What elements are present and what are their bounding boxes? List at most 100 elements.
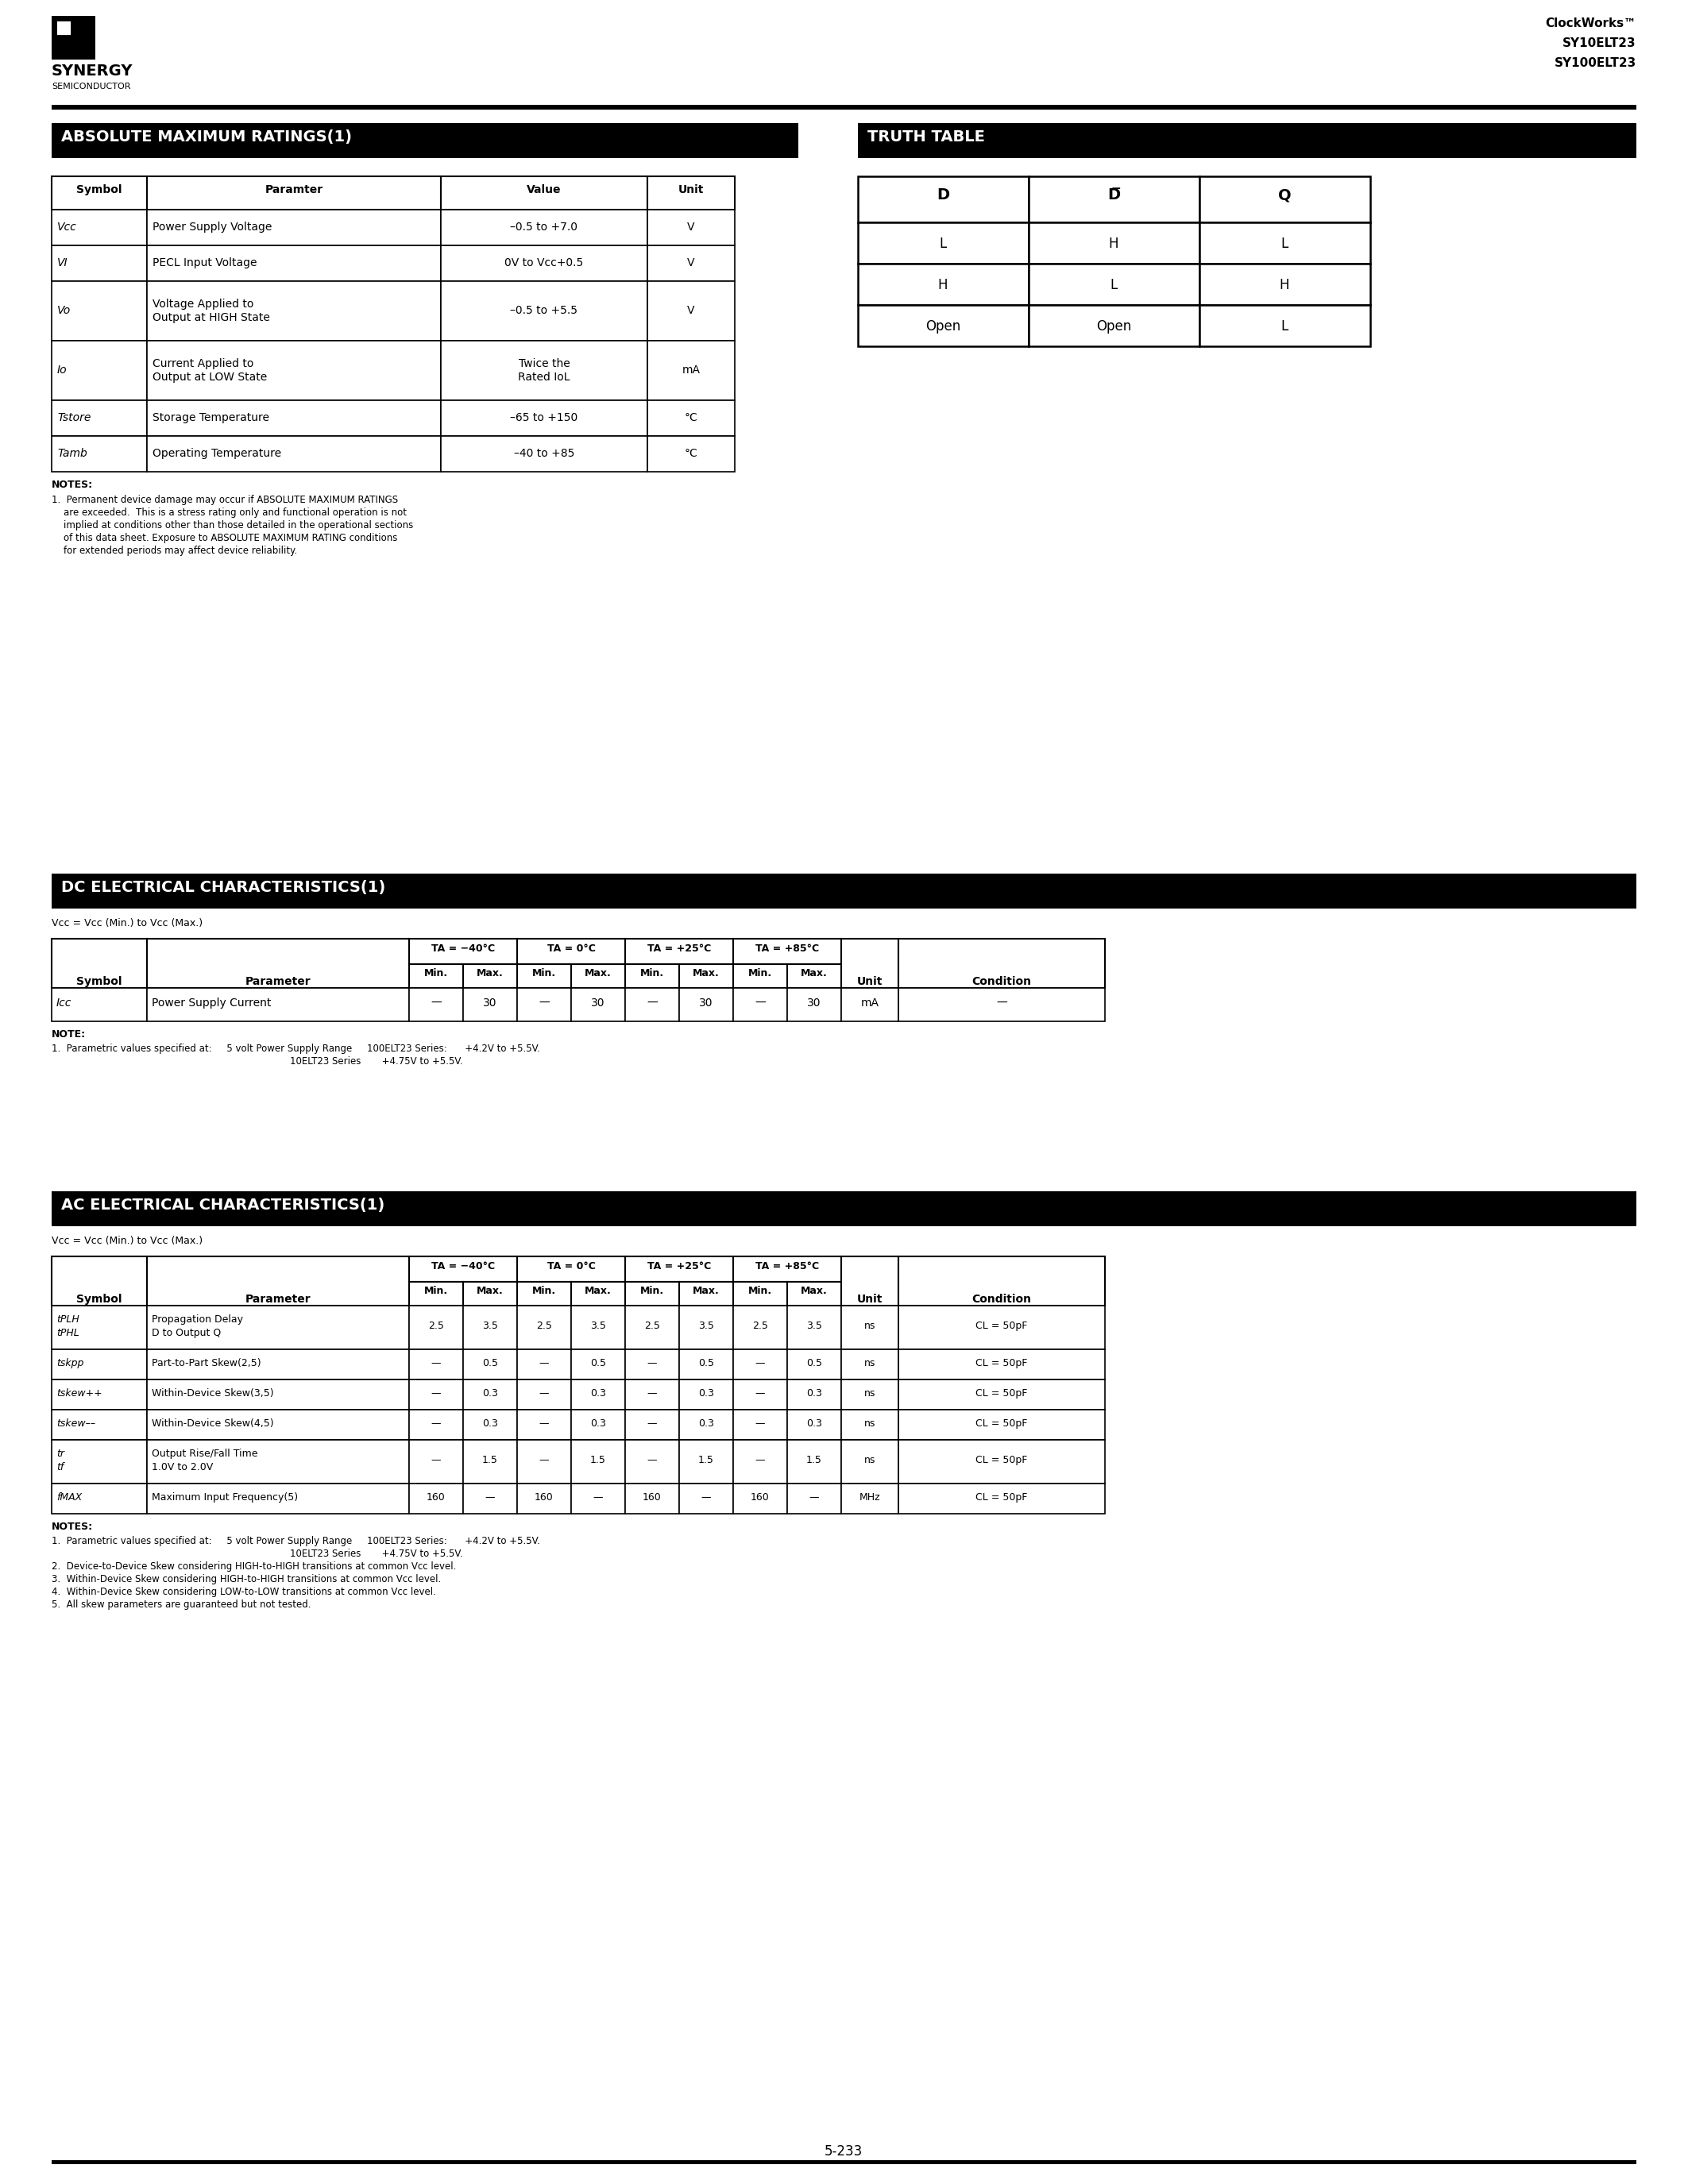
Text: Condition: Condition — [972, 976, 1031, 987]
Bar — [408, 1306, 463, 1350]
Text: Min.: Min. — [424, 1286, 447, 1295]
Text: Min.: Min. — [748, 968, 771, 978]
Text: Output Rise/Fall Time: Output Rise/Fall Time — [152, 1448, 258, 1459]
Text: —: — — [538, 1455, 549, 1465]
Text: Paramter: Paramter — [265, 183, 322, 194]
Text: 0.3: 0.3 — [699, 1389, 714, 1398]
Bar — [1028, 223, 1200, 264]
Text: 1.5: 1.5 — [483, 1455, 498, 1465]
Text: —: — — [647, 1417, 657, 1428]
Bar — [841, 1483, 898, 1514]
Text: tPLH: tPLH — [56, 1315, 79, 1324]
Text: Power Supply Voltage: Power Supply Voltage — [152, 221, 272, 234]
Bar — [679, 1306, 733, 1350]
Text: —: — — [484, 1492, 495, 1503]
Text: 0.5: 0.5 — [807, 1358, 822, 1369]
Text: TA = +85°C: TA = +85°C — [756, 943, 819, 954]
Text: Max.: Max. — [476, 968, 503, 978]
Text: 3.5: 3.5 — [483, 1321, 498, 1330]
Bar — [571, 1306, 625, 1350]
Text: Open: Open — [925, 319, 960, 334]
Bar — [733, 963, 787, 987]
Text: Tamb: Tamb — [57, 448, 88, 459]
Bar — [147, 1409, 408, 1439]
Text: tf: tf — [56, 1461, 64, 1472]
Bar — [517, 1439, 571, 1483]
Text: Min.: Min. — [532, 968, 555, 978]
Text: —: — — [430, 1389, 441, 1398]
Text: TA = +85°C: TA = +85°C — [756, 1260, 819, 1271]
Text: —: — — [538, 1389, 549, 1398]
Bar — [625, 1256, 733, 1282]
Bar — [858, 306, 1028, 347]
Bar — [52, 987, 147, 1022]
Bar — [898, 1256, 1106, 1306]
Bar — [841, 1306, 898, 1350]
Bar — [787, 1380, 841, 1409]
Text: –40 to +85: –40 to +85 — [513, 448, 574, 459]
Bar — [679, 1409, 733, 1439]
Bar — [52, 1439, 147, 1483]
Text: implied at conditions other than those detailed in the operational sections: implied at conditions other than those d… — [52, 520, 414, 531]
Bar — [841, 1439, 898, 1483]
Bar — [441, 400, 648, 437]
Bar — [1200, 223, 1371, 264]
Bar — [52, 1380, 147, 1409]
Bar — [517, 963, 571, 987]
Text: Max.: Max. — [584, 1286, 611, 1295]
Bar — [52, 177, 147, 210]
Bar — [679, 963, 733, 987]
Text: tskew––: tskew–– — [56, 1417, 96, 1428]
Text: —: — — [996, 998, 1008, 1009]
Bar — [625, 1439, 679, 1483]
Text: Current Applied to: Current Applied to — [152, 358, 253, 369]
Bar — [147, 1483, 408, 1514]
Bar — [441, 437, 648, 472]
Text: V: V — [687, 258, 695, 269]
Text: VI: VI — [57, 258, 68, 269]
Bar — [147, 245, 441, 282]
Bar — [787, 1483, 841, 1514]
Text: Vcc = Vcc (Min.) to Vcc (Max.): Vcc = Vcc (Min.) to Vcc (Max.) — [52, 917, 203, 928]
Bar — [52, 1190, 1636, 1225]
Bar — [52, 1409, 147, 1439]
Text: Max.: Max. — [800, 1286, 827, 1295]
Bar — [441, 210, 648, 245]
Text: —: — — [430, 1358, 441, 1369]
Text: 3.5: 3.5 — [807, 1321, 822, 1330]
Text: PECL Input Voltage: PECL Input Voltage — [152, 258, 257, 269]
Text: Twice the: Twice the — [518, 358, 571, 369]
Bar — [625, 1409, 679, 1439]
Bar — [408, 1483, 463, 1514]
Bar — [787, 1409, 841, 1439]
Bar — [841, 939, 898, 987]
Text: ns: ns — [864, 1358, 876, 1369]
Bar — [463, 1282, 517, 1306]
Bar — [147, 437, 441, 472]
Bar — [52, 1306, 147, 1350]
Bar — [517, 1306, 571, 1350]
Text: D̅: D̅ — [1107, 188, 1121, 203]
Text: Tstore: Tstore — [57, 413, 91, 424]
Text: H: H — [1280, 277, 1290, 293]
Bar — [408, 1256, 517, 1282]
Text: Vo: Vo — [57, 306, 71, 317]
Text: ns: ns — [864, 1321, 876, 1330]
Text: —: — — [755, 1358, 765, 1369]
Text: Unit: Unit — [858, 1293, 883, 1304]
Bar — [679, 1439, 733, 1483]
Text: Min.: Min. — [748, 1286, 771, 1295]
Text: Min.: Min. — [640, 968, 663, 978]
Text: L: L — [939, 236, 947, 251]
Text: TA = 0°C: TA = 0°C — [547, 943, 596, 954]
Text: Rated IoL: Rated IoL — [518, 371, 571, 382]
Text: tskew++: tskew++ — [56, 1387, 103, 1398]
Text: 2.  Device-to-Device Skew considering HIGH-to-HIGH transitions at common Vcc lev: 2. Device-to-Device Skew considering HIG… — [52, 1562, 456, 1572]
Bar — [147, 939, 408, 987]
Text: SY100ELT23: SY100ELT23 — [1555, 57, 1636, 70]
Bar — [1200, 306, 1371, 347]
Bar — [787, 987, 841, 1022]
Text: —: — — [592, 1492, 603, 1503]
Bar — [898, 1409, 1106, 1439]
Text: 4.  Within-Device Skew considering LOW-to-LOW transitions at common Vcc level.: 4. Within-Device Skew considering LOW-to… — [52, 1588, 436, 1597]
